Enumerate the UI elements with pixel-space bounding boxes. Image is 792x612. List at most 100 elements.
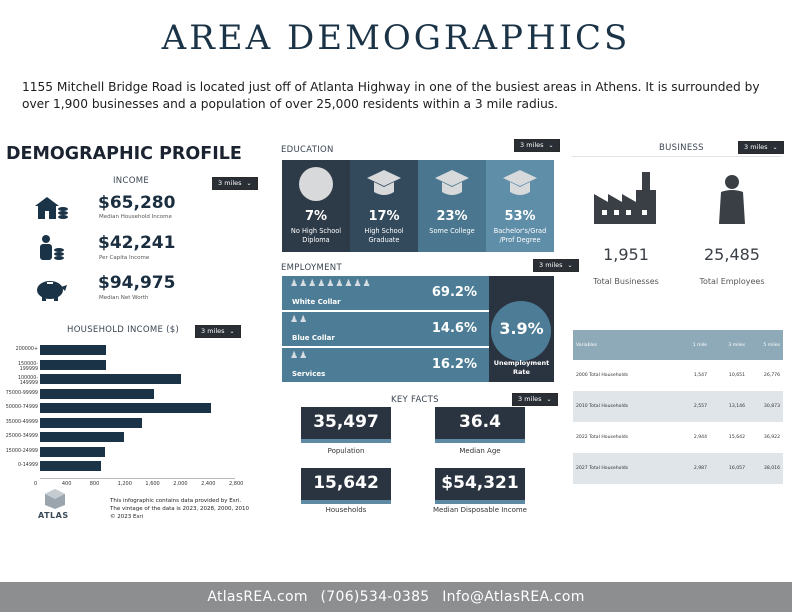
x-tick-label: 0 <box>34 480 38 487</box>
business-heading: BUSINESS <box>659 143 704 153</box>
education-pct: 7% <box>304 209 328 224</box>
atlas-logo-text: ATLAS <box>38 511 69 520</box>
source-note-line-2: The vintage of the data is 2023, 2028, 2… <box>110 506 249 512</box>
education-label: High School Graduate <box>350 227 418 245</box>
employment-row-blue-collar: ♟♟ Blue Collar 14.6% <box>282 312 489 346</box>
graduation-cap-icon <box>503 170 537 195</box>
chevron-down-icon: ⌄ <box>772 144 778 151</box>
chevron-down-icon: ⌄ <box>546 396 552 403</box>
table-cell: 2010 Total Households <box>576 404 629 409</box>
total-employees-label: Total Employees <box>699 277 765 286</box>
factory-icon <box>594 172 656 224</box>
education-label: Some College <box>418 227 486 236</box>
education-label-line-2: /Prof Degree <box>499 236 541 244</box>
employment-pct: 14.6% <box>431 321 477 336</box>
chevron-down-icon: ⌄ <box>229 328 235 335</box>
total-businesses-value: 1,951 <box>603 245 649 264</box>
employment-pct: 69.2% <box>431 285 477 300</box>
education-label: No High School Diploma <box>282 227 350 245</box>
unemployment-rate-value: 3.9% <box>499 319 544 338</box>
table-row: 2027 Total Households 2,987 16,057 38,01… <box>573 453 783 484</box>
education-label-line-2: Graduate <box>368 236 400 244</box>
footer-email-link[interactable]: Info@AtlasREA.com <box>442 589 585 605</box>
intro-line-1: 1155 Mitchell Bridge Road is located jus… <box>22 80 760 94</box>
business-divider <box>572 156 782 157</box>
table-header-cell: 5 miles <box>763 343 780 348</box>
education-label-line-1: Bachelor's/Grad <box>493 227 547 235</box>
category-label: 200000+ <box>15 347 38 352</box>
employment-radius-dropdown[interactable]: 3 miles ⌄ <box>533 259 579 272</box>
bar <box>40 403 212 413</box>
graduation-cap-icon <box>435 170 469 195</box>
business-radius-dropdown[interactable]: 3 miles ⌄ <box>738 141 784 154</box>
employment-label: Blue Collar <box>292 334 335 342</box>
education-heading: EDUCATION <box>281 145 334 155</box>
person-icon <box>719 175 745 224</box>
x-tick-label: 1,600 <box>145 480 160 487</box>
x-tick-label: 800 <box>89 480 100 487</box>
house-coins-icon <box>35 197 68 219</box>
employment-pct: 16.2% <box>431 357 477 372</box>
table-cell: 26,776 <box>763 373 780 378</box>
median-net-worth-value: $94,975 <box>98 273 176 293</box>
intro-text: 1155 Mitchell Bridge Road is located jus… <box>22 79 772 113</box>
table-cell: 13,146 <box>728 404 745 409</box>
footer-bar: AtlasREA.com (706)534-0385 Info@AtlasREA… <box>0 582 792 612</box>
median-household-income-value: $65,280 <box>98 193 176 213</box>
education-label-line-1: High School <box>364 227 404 235</box>
source-note-line-1: This infographic contains data provided … <box>110 498 242 504</box>
atlas-logo-icon <box>45 489 65 509</box>
table-cell: 2027 Total Households <box>576 466 629 471</box>
unemployment-rate-label: Unemployment Rate <box>489 359 554 377</box>
table-cell: 2000 Total Households <box>576 373 629 378</box>
table-header-cell: 3 miles <box>728 343 745 348</box>
household-income-radius-dropdown[interactable]: 3 miles ⌄ <box>195 325 241 338</box>
category-label: 150000-199999 <box>17 361 38 372</box>
footer-website-link[interactable]: AtlasREA.com <box>207 589 308 605</box>
table-cell: 10,651 <box>728 373 745 378</box>
table-cell: 1,547 <box>693 373 707 378</box>
education-tile-no-high-school: 7% No High School Diploma <box>282 160 350 252</box>
circle-icon <box>299 167 333 201</box>
employment-label: White Collar <box>292 298 341 306</box>
employment-radius-value: 3 miles <box>539 261 563 269</box>
table-cell: 38,016 <box>763 466 780 471</box>
education-label-line-2: Diploma <box>302 236 330 244</box>
copyright-text: © 2023 Esri <box>110 514 144 520</box>
bar <box>40 446 105 457</box>
key-facts-radius-value: 3 miles <box>518 395 542 403</box>
table-header-cell: 1 mile <box>692 343 707 348</box>
income-radius-dropdown[interactable]: 3 miles ⌄ <box>212 177 258 190</box>
key-facts-heading: KEY FACTS <box>391 395 439 405</box>
table-header: Variables 1 mile 3 miles 5 miles <box>573 330 783 360</box>
table-cell: 30,873 <box>763 404 780 409</box>
bar <box>40 388 154 399</box>
education-radius-dropdown[interactable]: 3 miles ⌄ <box>514 139 560 152</box>
median-household-income-label: Median Household Income <box>99 214 172 220</box>
education-label: Bachelor's/Grad/Prof Degree <box>486 227 554 245</box>
table-cell: 2,557 <box>693 404 707 409</box>
median-age-value: 36.4 <box>435 407 525 443</box>
people-icon: ♟♟ <box>290 351 309 361</box>
population-value: 35,497 <box>301 407 391 443</box>
education-label-line-1: No High School <box>290 227 342 235</box>
table-cell: 2,987 <box>693 466 707 471</box>
people-icon: ♟♟ <box>290 315 309 325</box>
education-radius-value: 3 miles <box>520 141 544 149</box>
total-businesses-label: Total Businesses <box>593 277 659 286</box>
category-label: 25000-34999 <box>5 434 38 439</box>
table-row: 2022 Total Households 2,944 15,642 36,92… <box>573 422 783 453</box>
key-facts-radius-dropdown[interactable]: 3 miles ⌄ <box>512 393 558 406</box>
x-tick-label: 400 <box>61 480 72 487</box>
table-cell: 15,642 <box>728 435 745 440</box>
household-income-radius-value: 3 miles <box>201 327 225 335</box>
category-label: 75000-99999 <box>5 390 38 396</box>
education-pct: 17% <box>368 209 400 224</box>
bar <box>40 345 107 355</box>
population-label: Population <box>327 447 365 455</box>
graduation-cap-icon <box>367 170 401 195</box>
total-employees-value: 25,485 <box>704 245 760 264</box>
median-disposable-income-label: Median Disposable Income <box>432 506 527 514</box>
footer-phone[interactable]: (706)534-0385 <box>320 589 430 605</box>
education-tile-some-college: 23% Some College <box>418 160 486 252</box>
